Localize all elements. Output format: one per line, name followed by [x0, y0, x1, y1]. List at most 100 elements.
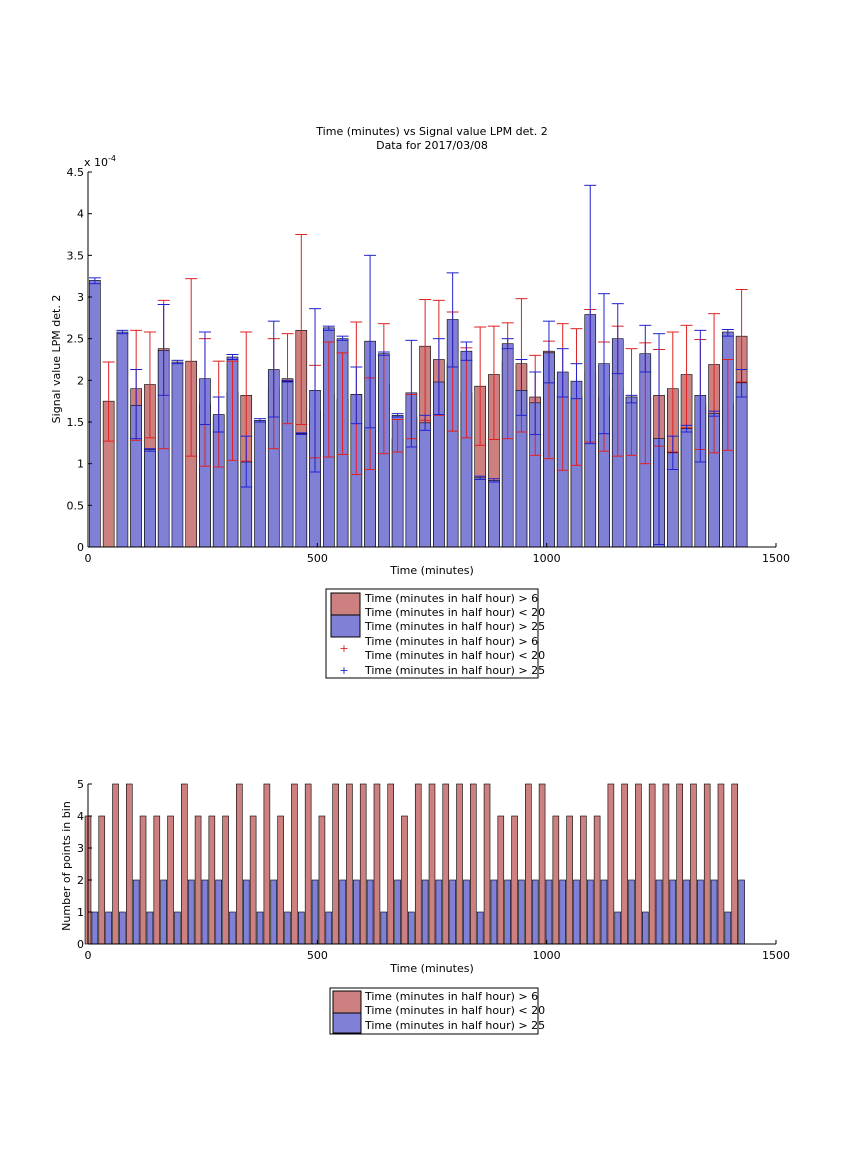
top-chart-y-tick-label: 4 — [77, 208, 84, 221]
top-chart-x-tick-label: 1000 — [533, 552, 561, 565]
bottom-chart-bar-red — [511, 815, 518, 945]
bottom-chart-x-tick-label: 0 — [85, 949, 92, 962]
bottom-chart-bar-red — [456, 783, 463, 945]
bottom-chart-bar-red — [442, 783, 450, 945]
bottom-chart-bar-blue — [325, 911, 333, 945]
bottom-chart-bar-red — [153, 815, 161, 945]
bottom-chart-bar-blue — [174, 911, 181, 945]
top-chart-errorbar-blue — [157, 304, 170, 396]
top-chart-bar-blue — [254, 420, 266, 548]
bottom-chart-bar-blue — [614, 911, 622, 945]
top-chart-errorbar-blue — [130, 369, 143, 440]
bottom-chart-bar-red — [401, 815, 408, 945]
top-chart-errorbar-blue — [322, 325, 335, 331]
bottom-chart-bar-red — [249, 815, 257, 945]
top-chart: Time (minutes) vs Signal value LPM det. … — [50, 125, 790, 679]
bottom-chart-bar-blue — [270, 879, 278, 945]
top-chart-errorbar-blue — [460, 341, 473, 361]
bottom-chart-bar-blue — [284, 911, 291, 945]
bottom-chart-bar-red — [126, 783, 133, 945]
top-chart-legend: + + Time (minutes in half hour) > 6 Time… — [325, 588, 545, 679]
top-chart-y-tick-label: 0 — [77, 541, 84, 554]
bottom-chart-bar-blue — [545, 879, 553, 945]
bottom-chart-bar-blue — [655, 879, 663, 945]
bottom-chart-bar-red — [291, 783, 298, 945]
bottom-chart-bar-red — [359, 783, 367, 945]
bottom-chart-bar-red — [593, 815, 601, 945]
top-chart-errorbar-blue — [598, 293, 610, 435]
top-chart-errorbar-blue — [240, 435, 253, 488]
bottom-chart-y-label: Number of points in bin — [60, 801, 73, 931]
top-chart-bar-blue — [488, 480, 500, 548]
top-chart-errorbar-blue — [446, 272, 459, 368]
bottom-chart-bar-red — [621, 783, 628, 945]
top-chart-x-ticks: 0 500 1000 1500 — [85, 543, 790, 565]
top-chart-errorbar-red — [391, 419, 404, 453]
top-chart-y-tick-label: 3.5 — [67, 249, 85, 262]
top-chart-errorbar-red — [708, 313, 721, 454]
bottom-chart-bar-blue — [476, 911, 484, 945]
bottom-chart-bar-red — [167, 815, 174, 945]
bottom-chart-bar-red — [208, 815, 216, 945]
top-chart-errorbar-blue — [666, 435, 679, 470]
top-chart-y-exponent: x 10-4 — [84, 154, 116, 169]
bottom-chart-bar-red — [731, 783, 738, 945]
bottom-chart-y-tick-label: 0 — [77, 938, 84, 951]
top-chart-y-ticks: 0 0.5 1 1.5 2 2.5 3 3.5 4 4.5 — [67, 166, 92, 554]
top-chart-errorbar-blue — [88, 277, 101, 285]
top-chart-errorbars — [88, 184, 748, 545]
bottom-chart-bar-red — [469, 783, 477, 945]
bottom-chart-bar-blue — [641, 911, 649, 945]
bottom-chart-bar-blue — [229, 911, 236, 945]
bottom-chart-bar-red — [552, 815, 560, 945]
top-legend-blue-swatch — [330, 614, 361, 638]
bottom-chart-bar-blue — [628, 879, 635, 945]
top-chart-errorbar-red — [281, 333, 294, 425]
bottom-chart-bar-blue — [408, 911, 415, 945]
bottom-chart-bar-blue — [215, 879, 223, 945]
bottom-chart-bar-red — [194, 815, 202, 945]
bottom-chart-bar-red — [387, 783, 394, 945]
bottom-chart-bar-blue — [394, 879, 401, 945]
bottom-chart-bar-red — [304, 783, 312, 945]
bottom-chart-bar-red — [139, 815, 147, 945]
top-chart-errorbar-red — [474, 326, 487, 446]
top-chart-errorbar-blue — [267, 320, 280, 418]
top-chart-y-tick-label: 3 — [77, 291, 84, 304]
top-chart-errorbar-blue — [350, 366, 363, 425]
bottom-chart-bar-red — [607, 783, 615, 945]
top-chart-errorbar-blue — [611, 303, 624, 375]
top-chart-y-exponent-base: x 10 — [84, 156, 108, 169]
top-chart-errorbar-blue — [171, 359, 184, 365]
bottom-chart-bar-blue — [256, 911, 264, 945]
bottom-chart-bar-red — [222, 815, 229, 945]
bottom-chart-bar-red — [662, 783, 670, 945]
top-chart-errorbar-red — [226, 360, 239, 461]
bottom-chart-bar-blue — [738, 879, 745, 945]
top-legend-entry-1: Time (minutes in half hour) > 6 — [364, 592, 538, 605]
top-chart-errorbar-blue — [198, 331, 211, 425]
bottom-chart: 0 1 2 3 4 5 0 500 1000 1500 Time (minutes) Numbe… — [60, 778, 790, 1035]
bottom-chart-bar-red — [538, 783, 546, 945]
bottom-chart-bar-blue — [242, 879, 250, 945]
bottom-chart-bar-blue — [683, 879, 690, 945]
bottom-chart-bar-blue — [710, 879, 718, 945]
top-chart-errorbar-red — [295, 234, 308, 425]
top-chart-errorbar-blue — [721, 329, 734, 337]
top-chart-bar-blue — [419, 422, 431, 548]
top-chart-bar-blue — [474, 477, 486, 548]
bottom-legend-box — [329, 987, 539, 1035]
bottom-chart-bar-blue — [697, 879, 704, 945]
bottom-chart-bar-blue — [490, 879, 498, 945]
bottom-chart-bar-red — [236, 783, 243, 945]
bottom-chart-bar-red — [414, 783, 422, 945]
top-chart-y-tick-label: 2.5 — [67, 333, 85, 346]
top-chart-y-tick-label: 1.5 — [67, 416, 85, 429]
bottom-chart-bar-red — [648, 783, 656, 945]
top-chart-errorbar-blue — [584, 184, 597, 445]
bottom-chart-bar-blue — [449, 879, 456, 945]
top-chart-errorbar-blue — [212, 396, 225, 433]
bottom-chart-bar-red — [690, 783, 697, 945]
top-chart-errorbar-red — [377, 323, 390, 455]
